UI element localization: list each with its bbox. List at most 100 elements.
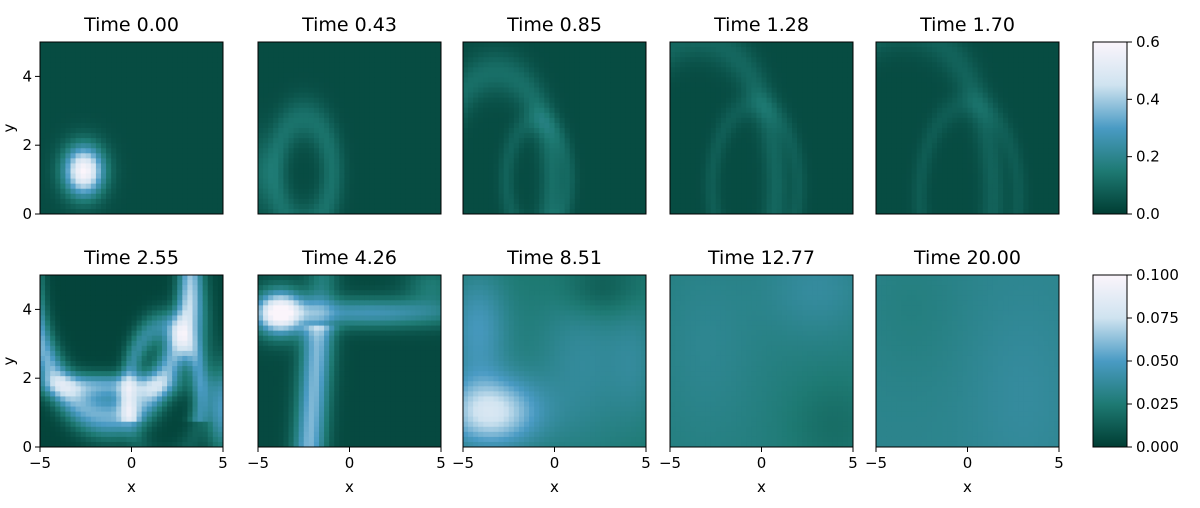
heatmap-cell <box>595 193 601 200</box>
heatmap-cell <box>420 168 427 175</box>
heatmap-cell <box>715 117 722 124</box>
heatmap-cell <box>263 198 269 205</box>
heatmap-cell <box>131 183 138 190</box>
heatmap-cell <box>741 62 747 68</box>
heatmap-cell <box>425 183 432 190</box>
heatmap-cell <box>385 92 391 99</box>
heatmap-cell <box>359 208 366 214</box>
heatmap-cell <box>390 173 396 180</box>
heatmap-cell <box>278 107 285 114</box>
heatmap-cell <box>680 107 686 114</box>
heatmap-cell <box>167 87 173 94</box>
heatmap-cell <box>569 122 576 129</box>
heatmap-cell <box>680 82 686 89</box>
heatmap-cell <box>141 208 148 214</box>
heatmap-cell <box>746 193 752 200</box>
heatmap-cell <box>369 87 376 94</box>
heatmap-cell <box>313 163 320 170</box>
heatmap-cell <box>395 107 401 114</box>
heatmap-cell <box>741 153 747 159</box>
heatmap-cell <box>812 178 819 185</box>
heatmap-cell <box>111 128 117 134</box>
heatmap-cell <box>473 188 479 195</box>
heatmap-cell <box>881 188 887 195</box>
heatmap-cell <box>771 168 778 175</box>
heatmap-cell <box>498 168 505 175</box>
heatmap-cell <box>731 198 737 205</box>
heatmap-cell <box>400 143 407 149</box>
heatmap-cell <box>797 52 803 58</box>
heatmap-cell <box>420 52 427 58</box>
heatmap-cell <box>435 57 441 63</box>
heatmap-cell <box>45 82 51 89</box>
heatmap-cell <box>187 173 194 180</box>
heatmap-cell <box>554 42 561 48</box>
heatmap-cell <box>197 148 204 154</box>
heatmap-cell <box>695 193 702 200</box>
heatmap-cell <box>410 188 417 195</box>
heatmap-cell <box>590 92 596 99</box>
heatmap-cell <box>498 122 505 129</box>
heatmap-cell <box>720 163 727 170</box>
heatmap-cell <box>156 47 163 53</box>
heatmap-cell <box>797 133 803 139</box>
heatmap-cell <box>569 188 576 195</box>
heatmap-cell <box>273 52 279 58</box>
heatmap-cell <box>842 117 849 124</box>
panel-frame <box>39 41 224 215</box>
heatmap-cell <box>151 52 158 58</box>
heatmap-cell <box>354 183 361 190</box>
heatmap-cell <box>498 57 505 63</box>
heatmap-cell <box>705 82 712 89</box>
heatmap-cell <box>781 208 788 214</box>
heatmap-cell <box>792 143 798 149</box>
heatmap-cell <box>55 198 61 205</box>
heatmap-cell <box>415 87 422 94</box>
heatmap-cell <box>881 193 887 200</box>
heatmap-cell <box>524 178 530 185</box>
heatmap-cell <box>298 42 305 48</box>
heatmap-cell <box>380 143 386 149</box>
heatmap-cell <box>847 193 853 200</box>
heatmap-cell <box>106 203 112 210</box>
heatmap-cell <box>488 92 495 99</box>
heatmap-cell <box>493 72 500 79</box>
heatmap-cell <box>101 148 107 154</box>
heatmap-cell <box>410 67 417 73</box>
heatmap-cell <box>70 188 77 195</box>
heatmap-cell <box>595 92 601 99</box>
heatmap-cell <box>579 158 586 165</box>
heatmap-cell <box>569 203 576 210</box>
heatmap-cell <box>832 133 839 139</box>
heatmap-cell <box>635 72 642 79</box>
heatmap-cell <box>685 168 691 175</box>
heatmap-cell <box>595 143 601 149</box>
heatmap-cell <box>212 97 219 104</box>
heatmap-cell <box>430 143 437 149</box>
heatmap-cell <box>369 153 376 159</box>
heatmap-cell <box>792 148 798 154</box>
heatmap-cell <box>579 57 586 63</box>
heatmap-cell <box>334 193 340 200</box>
heatmap-cell <box>876 102 882 109</box>
heatmap-cell <box>374 188 381 195</box>
heatmap-cell <box>473 178 479 185</box>
heatmap-cell <box>268 112 274 119</box>
heatmap-cell <box>493 57 500 63</box>
heatmap-cell <box>776 107 783 114</box>
heatmap-cell <box>756 193 763 200</box>
heatmap-cell <box>329 153 335 159</box>
heatmap-cell <box>478 148 484 154</box>
heatmap-cell <box>70 153 77 159</box>
heatmap-cell <box>136 82 143 89</box>
heatmap-cell <box>776 193 783 200</box>
heatmap-cell <box>807 102 813 109</box>
heatmap-cell <box>776 92 783 99</box>
heatmap-cell <box>615 42 622 48</box>
heatmap-cell <box>503 77 510 84</box>
heatmap-cell <box>70 128 77 134</box>
heatmap-cell <box>182 138 189 144</box>
heatmap-cell <box>354 122 361 129</box>
heatmap-cell <box>680 128 686 134</box>
heatmap-cell <box>45 178 51 185</box>
